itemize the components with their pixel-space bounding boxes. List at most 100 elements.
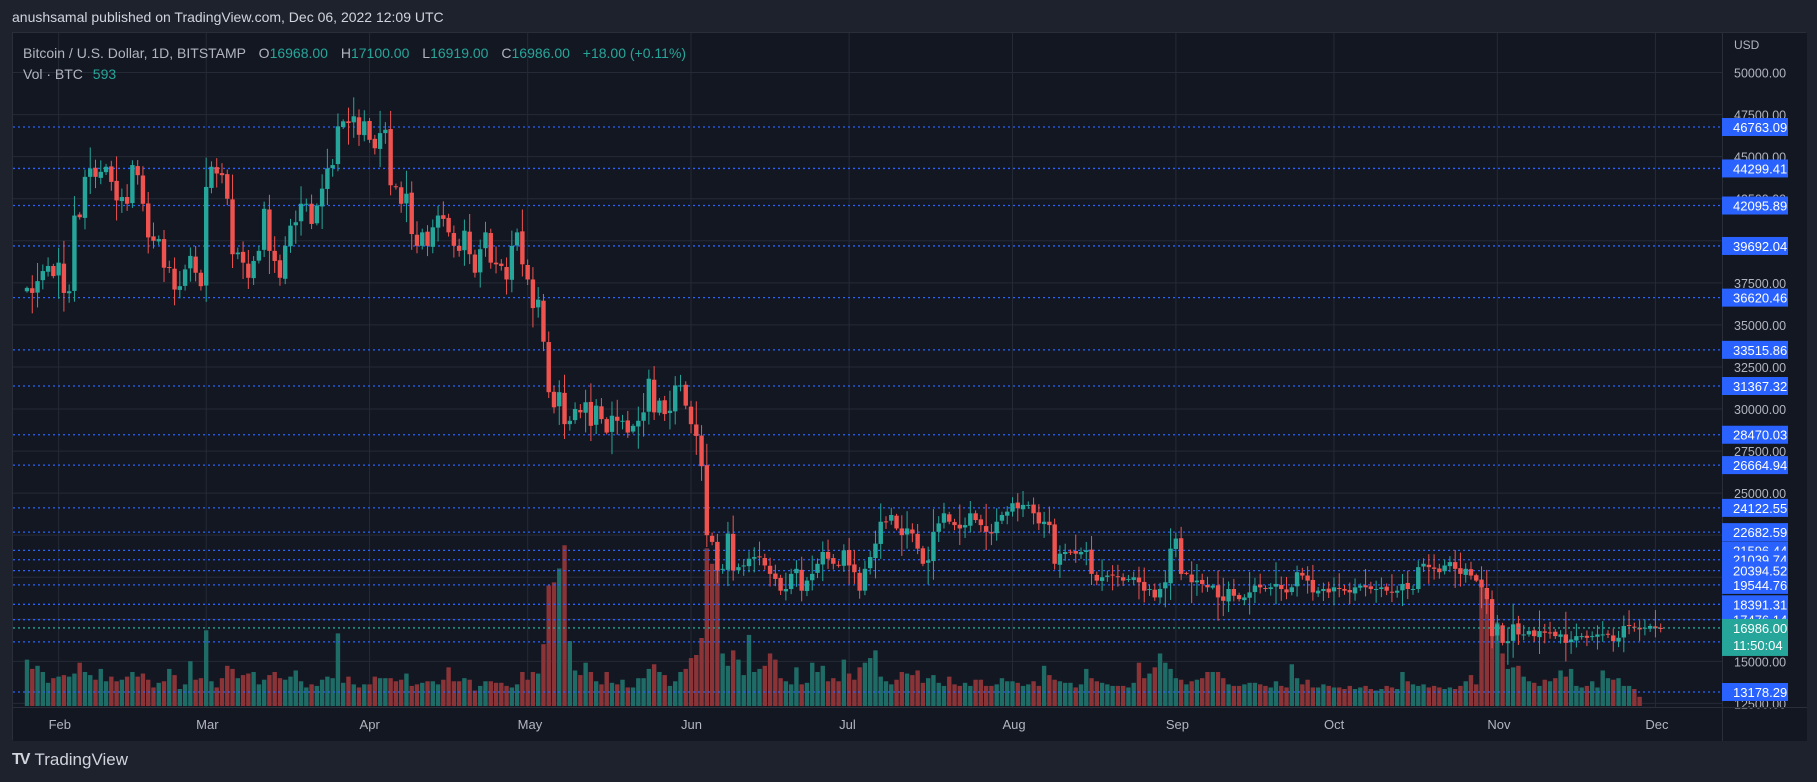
candle-body[interactable] <box>962 525 968 528</box>
candle-body[interactable] <box>172 268 177 290</box>
candle-body[interactable] <box>1653 626 1658 629</box>
candle-body[interactable] <box>1595 634 1600 637</box>
candle-body[interactable] <box>435 215 441 228</box>
candle-body[interactable] <box>351 116 356 123</box>
candle-body[interactable] <box>203 186 209 286</box>
candle-body[interactable] <box>1084 550 1089 553</box>
candle-body[interactable] <box>1368 586 1374 590</box>
candle-body[interactable] <box>1347 590 1352 593</box>
candle-body[interactable] <box>1215 585 1221 598</box>
candle-body[interactable] <box>910 529 915 534</box>
candle-body[interactable] <box>1505 641 1511 644</box>
candle-body[interactable] <box>1157 589 1163 598</box>
candle-body[interactable] <box>377 133 383 149</box>
candle-body[interactable] <box>1073 550 1078 554</box>
candle-body[interactable] <box>1294 572 1300 587</box>
candle-body[interactable] <box>1352 587 1358 594</box>
candle-body[interactable] <box>973 513 978 521</box>
candle-body[interactable] <box>1579 636 1584 638</box>
candle-body[interactable] <box>678 385 683 387</box>
candle-body[interactable] <box>61 263 67 293</box>
candle-body[interactable] <box>525 265 530 280</box>
candle-body[interactable] <box>852 564 857 573</box>
candle-body[interactable] <box>298 203 304 222</box>
candle-body[interactable] <box>504 267 509 280</box>
candle-body[interactable] <box>362 121 367 136</box>
candle-body[interactable] <box>699 435 704 467</box>
candle-body[interactable] <box>341 121 346 128</box>
price-level-badge[interactable] <box>1722 236 1788 255</box>
candle-body[interactable] <box>119 197 125 202</box>
candle-body[interactable] <box>778 577 783 591</box>
price-level-badge[interactable] <box>1722 575 1788 594</box>
candle-body[interactable] <box>883 521 889 523</box>
candle-body[interactable] <box>1495 624 1500 636</box>
candle-body[interactable] <box>1611 635 1616 642</box>
candle-body[interactable] <box>1284 589 1289 593</box>
candle-body[interactable] <box>1337 588 1342 590</box>
candle-body[interactable] <box>514 232 520 246</box>
candle-body[interactable] <box>225 174 230 199</box>
candle-body[interactable] <box>1078 552 1084 555</box>
candle-body[interactable] <box>720 568 725 570</box>
candle-body[interactable] <box>1384 586 1389 591</box>
candle-body[interactable] <box>557 392 562 407</box>
candle-body[interactable] <box>1205 584 1210 588</box>
candle-body[interactable] <box>1484 588 1489 600</box>
candle-body[interactable] <box>978 519 984 526</box>
candle-body[interactable] <box>1410 589 1416 591</box>
candle-body[interactable] <box>1621 626 1627 638</box>
candle-body[interactable] <box>472 254 478 273</box>
candle-body[interactable] <box>868 557 873 569</box>
candle-body[interactable] <box>651 379 657 413</box>
candle-body[interactable] <box>414 234 420 246</box>
candle-body[interactable] <box>156 239 161 242</box>
price-level-badge[interactable] <box>1722 561 1788 580</box>
candle-body[interactable] <box>1632 626 1637 628</box>
candle-body[interactable] <box>1431 567 1437 569</box>
candle-body[interactable] <box>488 233 493 263</box>
candle-body[interactable] <box>878 521 883 544</box>
candle-body[interactable] <box>272 250 277 261</box>
candle-body[interactable] <box>836 564 841 566</box>
candle-body[interactable] <box>688 406 694 425</box>
candle-body[interactable] <box>920 548 926 564</box>
candle-body[interactable] <box>88 168 93 177</box>
candle-body[interactable] <box>894 515 899 529</box>
candle-body[interactable] <box>140 175 146 204</box>
candlestick-chart[interactable]: USD50000.0047500.0045000.0042500.0040000… <box>13 33 1807 741</box>
candle-body[interactable] <box>741 565 746 567</box>
candle-body[interactable] <box>904 528 910 535</box>
candle-body[interactable] <box>240 251 246 263</box>
candle-body[interactable] <box>899 528 905 536</box>
candle-body[interactable] <box>1331 587 1337 592</box>
candle-body[interactable] <box>267 209 272 251</box>
candle-body[interactable] <box>1468 569 1474 576</box>
candle-body[interactable] <box>578 410 583 413</box>
candle-body[interactable] <box>620 420 625 422</box>
candle-body[interactable] <box>114 180 119 201</box>
candle-body[interactable] <box>1358 585 1363 588</box>
candle-body[interactable] <box>915 533 920 549</box>
candle-body[interactable] <box>309 203 314 224</box>
candle-body[interactable] <box>45 266 51 272</box>
candle-body[interactable] <box>1658 627 1663 629</box>
candle-body[interactable] <box>873 543 878 559</box>
candle-body[interactable] <box>182 269 188 286</box>
candle-body[interactable] <box>757 556 762 558</box>
candle-body[interactable] <box>288 225 293 247</box>
candle-body[interactable] <box>736 567 741 571</box>
candle-body[interactable] <box>1326 588 1331 593</box>
candle-body[interactable] <box>804 580 810 592</box>
candle-body[interactable] <box>483 232 488 249</box>
candle-body[interactable] <box>467 231 472 255</box>
candle-body[interactable] <box>304 203 309 205</box>
candle-body[interactable] <box>1305 575 1310 581</box>
candle-body[interactable] <box>1120 577 1126 581</box>
candle-body[interactable] <box>130 165 135 204</box>
candle-body[interactable] <box>1052 524 1057 564</box>
candle-body[interactable] <box>1452 562 1458 569</box>
candle-body[interactable] <box>788 573 794 590</box>
symbol-title[interactable]: Bitcoin / U.S. Dollar, 1D, BITSTAMP <box>23 45 246 61</box>
candle-body[interactable] <box>409 192 414 235</box>
